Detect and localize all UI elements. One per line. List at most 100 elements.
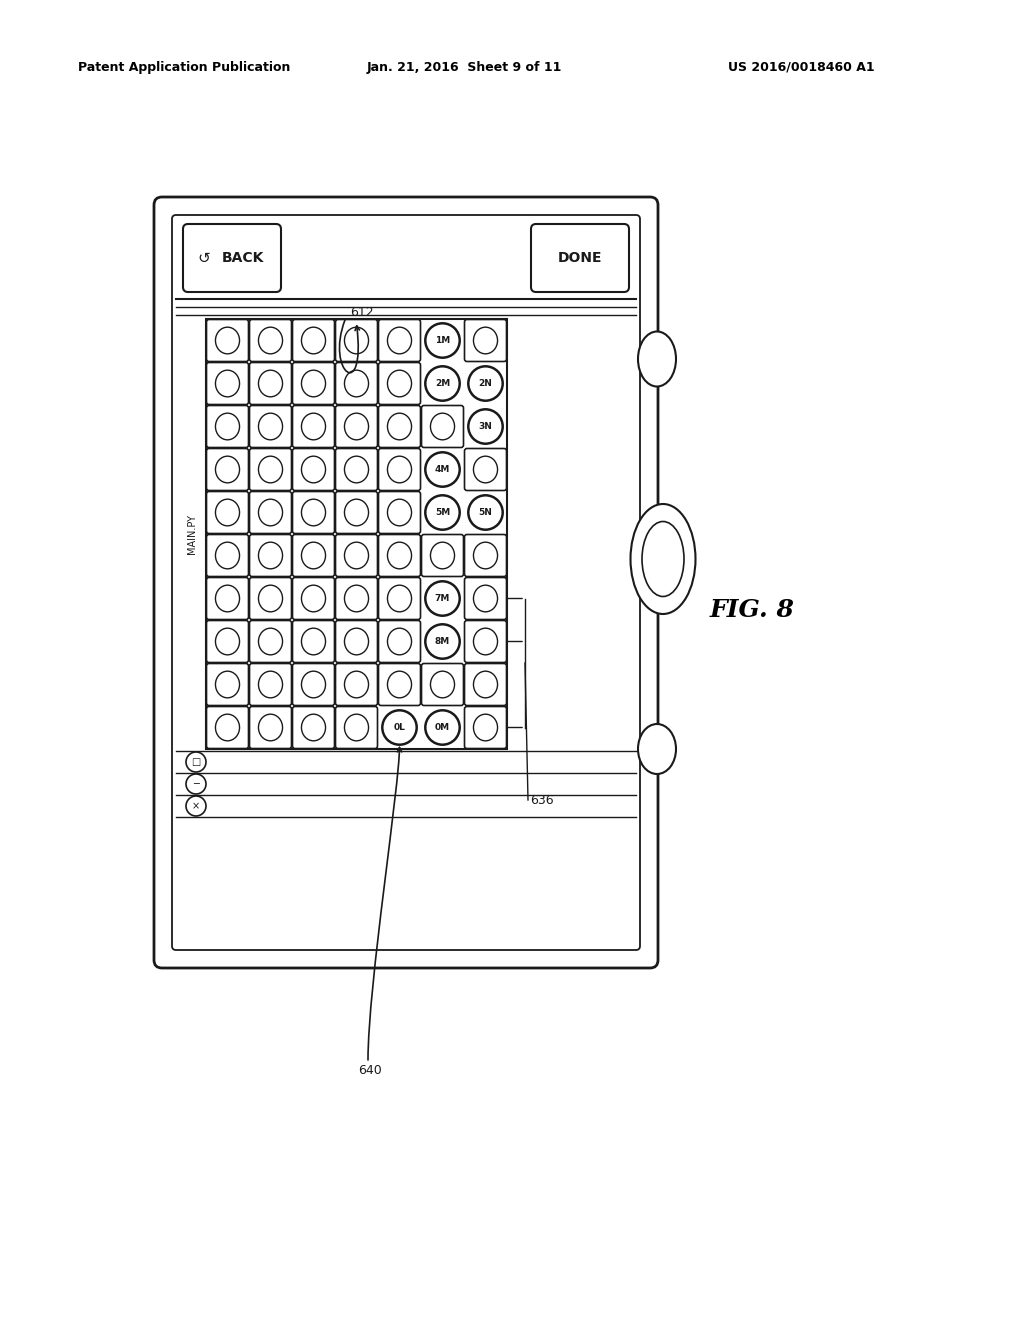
Circle shape (468, 495, 503, 529)
FancyBboxPatch shape (207, 449, 249, 491)
Ellipse shape (387, 585, 412, 612)
Ellipse shape (387, 671, 412, 698)
Text: 2M: 2M (435, 379, 451, 388)
Ellipse shape (344, 585, 369, 612)
FancyBboxPatch shape (336, 449, 378, 491)
Ellipse shape (301, 327, 326, 354)
FancyBboxPatch shape (207, 664, 249, 705)
Text: 5M: 5M (435, 508, 451, 517)
Ellipse shape (258, 543, 283, 569)
FancyBboxPatch shape (207, 405, 249, 447)
FancyBboxPatch shape (207, 363, 249, 404)
Text: 4M: 4M (435, 465, 451, 474)
FancyBboxPatch shape (293, 449, 335, 491)
FancyBboxPatch shape (207, 620, 249, 663)
Text: ↺: ↺ (198, 251, 210, 265)
FancyBboxPatch shape (250, 535, 292, 577)
Ellipse shape (473, 327, 498, 354)
FancyBboxPatch shape (379, 578, 421, 619)
Ellipse shape (387, 370, 412, 397)
FancyBboxPatch shape (379, 319, 421, 362)
FancyBboxPatch shape (207, 578, 249, 619)
Circle shape (425, 495, 460, 529)
Ellipse shape (258, 499, 283, 525)
Ellipse shape (215, 628, 240, 655)
FancyBboxPatch shape (336, 578, 378, 619)
Ellipse shape (215, 499, 240, 525)
Ellipse shape (215, 671, 240, 698)
FancyBboxPatch shape (379, 491, 421, 533)
Ellipse shape (344, 370, 369, 397)
Text: 3N: 3N (478, 422, 493, 432)
FancyBboxPatch shape (422, 535, 464, 577)
Ellipse shape (473, 671, 498, 698)
FancyBboxPatch shape (172, 215, 640, 950)
FancyBboxPatch shape (293, 535, 335, 577)
Ellipse shape (301, 671, 326, 698)
FancyBboxPatch shape (465, 578, 507, 619)
FancyBboxPatch shape (379, 620, 421, 663)
Ellipse shape (215, 714, 240, 741)
FancyBboxPatch shape (465, 319, 507, 362)
Ellipse shape (215, 457, 240, 483)
Circle shape (468, 409, 503, 444)
FancyBboxPatch shape (293, 620, 335, 663)
FancyBboxPatch shape (207, 535, 249, 577)
Text: 0M: 0M (435, 723, 451, 733)
Text: 612: 612 (350, 305, 374, 318)
Text: BACK: BACK (222, 251, 264, 265)
Text: 2N: 2N (478, 379, 493, 388)
Text: DONE: DONE (558, 251, 602, 265)
Text: ×: × (191, 801, 200, 810)
Ellipse shape (301, 457, 326, 483)
FancyBboxPatch shape (336, 363, 378, 404)
Ellipse shape (301, 585, 326, 612)
Ellipse shape (430, 543, 455, 569)
FancyBboxPatch shape (207, 491, 249, 533)
Text: Patent Application Publication: Patent Application Publication (78, 61, 291, 74)
FancyBboxPatch shape (250, 491, 292, 533)
FancyBboxPatch shape (207, 706, 249, 748)
Circle shape (468, 366, 503, 401)
Ellipse shape (387, 457, 412, 483)
FancyBboxPatch shape (293, 363, 335, 404)
FancyBboxPatch shape (293, 706, 335, 748)
Ellipse shape (258, 585, 283, 612)
Circle shape (425, 453, 460, 487)
Ellipse shape (642, 521, 684, 597)
FancyBboxPatch shape (336, 491, 378, 533)
FancyBboxPatch shape (336, 620, 378, 663)
Ellipse shape (344, 628, 369, 655)
Text: ─: ─ (194, 779, 199, 789)
FancyBboxPatch shape (293, 319, 335, 362)
FancyBboxPatch shape (250, 405, 292, 447)
Ellipse shape (387, 499, 412, 525)
Ellipse shape (473, 457, 498, 483)
FancyBboxPatch shape (293, 578, 335, 619)
Text: 5N: 5N (478, 508, 493, 517)
FancyBboxPatch shape (465, 620, 507, 663)
Ellipse shape (258, 714, 283, 741)
Ellipse shape (387, 543, 412, 569)
Ellipse shape (638, 331, 676, 387)
FancyBboxPatch shape (250, 449, 292, 491)
Ellipse shape (387, 327, 412, 354)
FancyBboxPatch shape (336, 535, 378, 577)
Circle shape (425, 366, 460, 401)
Text: 640: 640 (358, 1064, 382, 1077)
Ellipse shape (301, 499, 326, 525)
FancyBboxPatch shape (379, 363, 421, 404)
FancyBboxPatch shape (379, 535, 421, 577)
Circle shape (425, 581, 460, 615)
FancyBboxPatch shape (531, 224, 629, 292)
Ellipse shape (301, 413, 326, 440)
FancyBboxPatch shape (379, 664, 421, 705)
FancyBboxPatch shape (183, 224, 281, 292)
Ellipse shape (258, 457, 283, 483)
Ellipse shape (344, 327, 369, 354)
Ellipse shape (473, 628, 498, 655)
FancyBboxPatch shape (379, 405, 421, 447)
Text: MAIN.PY: MAIN.PY (187, 513, 197, 554)
Ellipse shape (258, 413, 283, 440)
Ellipse shape (473, 543, 498, 569)
